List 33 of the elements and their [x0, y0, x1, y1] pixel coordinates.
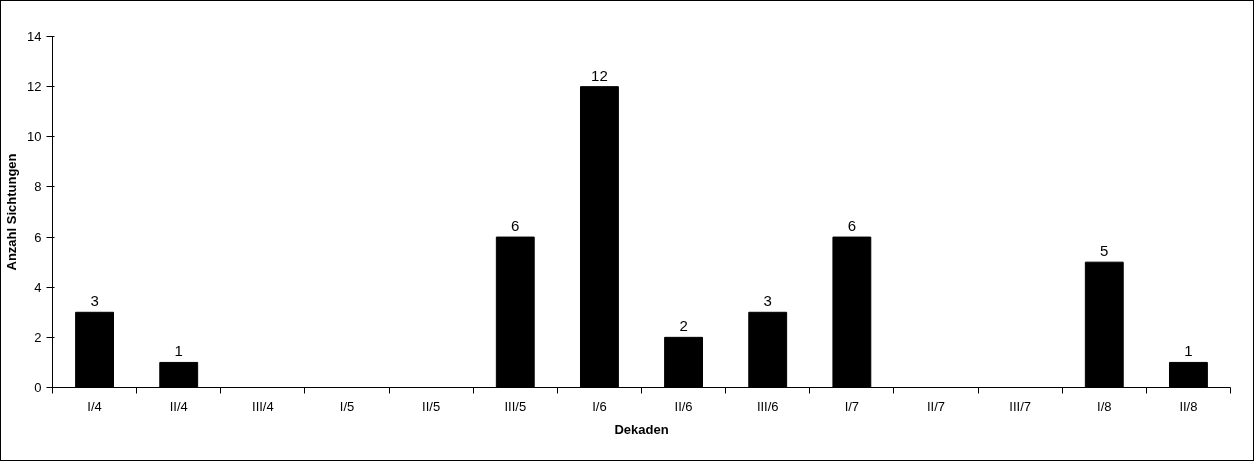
y-tick-label: 12 [27, 79, 42, 95]
x-tick-label: II/7 [926, 398, 946, 414]
x-tick-label: III/5 [504, 398, 527, 414]
x-tick-label: I/5 [339, 398, 355, 414]
data-label: 3 [90, 292, 99, 310]
data-label: 6 [847, 217, 857, 235]
y-tick-label: 14 [27, 29, 42, 44]
x-axis-title: Dekaden [614, 421, 669, 437]
data-label: 1 [174, 342, 183, 360]
x-tick-label: II/6 [674, 398, 693, 414]
x-tick-label: III/7 [1009, 398, 1031, 414]
y-tick-label: 6 [34, 229, 42, 245]
x-tick-label: I/7 [844, 398, 860, 414]
y-axis-title: Anzahl Sichtungen [4, 153, 20, 271]
data-label: 3 [763, 292, 772, 310]
x-tick-label: I/4 [87, 398, 102, 414]
data-label: 6 [511, 217, 520, 235]
x-tick-label: II/5 [422, 398, 441, 414]
x-tick-label: I/8 [1097, 398, 1112, 414]
x-tick-label: II/4 [169, 398, 188, 414]
data-label: 12 [591, 66, 608, 84]
x-tick-label: III/6 [756, 398, 779, 414]
x-tick-label: II/8 [1179, 398, 1198, 414]
y-tick-label: 8 [34, 179, 42, 195]
y-tick-label: 0 [34, 380, 42, 395]
data-label: 5 [1100, 242, 1109, 260]
y-tick-label: 10 [27, 129, 42, 145]
x-tick-label: III/4 [252, 398, 274, 414]
y-tick-label: 4 [34, 279, 42, 295]
data-label: 2 [679, 317, 688, 335]
x-tick-label: I/6 [592, 398, 607, 414]
data-label: 1 [1184, 342, 1193, 360]
y-tick-label: 2 [34, 329, 42, 345]
